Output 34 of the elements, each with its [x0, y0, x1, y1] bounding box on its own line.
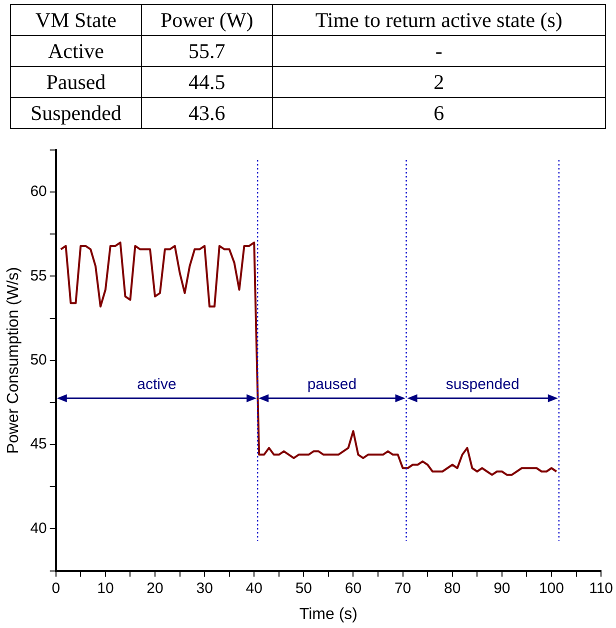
- text: -: [272, 36, 606, 66]
- x-tick-label: 70: [394, 580, 412, 597]
- y-tick-label: 60: [30, 183, 47, 200]
- annotation: paused: [307, 376, 357, 393]
- y-tick-label: 50: [30, 352, 47, 369]
- text: 6: [272, 98, 606, 128]
- y-axis-title: Power Consumption (W/s): [5, 267, 22, 454]
- x-tick-label: 40: [246, 580, 262, 597]
- x-axis-title: Time (s): [299, 606, 358, 623]
- text: Power (W): [141, 4, 272, 36]
- x-tick-label: 30: [196, 580, 213, 597]
- text: 2: [272, 66, 606, 98]
- text: VM State: [10, 4, 142, 36]
- y-tick-label: 40: [30, 520, 47, 537]
- annotation: suspended: [446, 376, 520, 393]
- x-tick-label: 50: [295, 580, 312, 597]
- text: 44.5: [141, 66, 272, 98]
- annotation: active: [137, 376, 176, 393]
- x-tick-label: 90: [494, 580, 510, 597]
- x-tick-label: 0: [52, 580, 60, 597]
- text: Time to return active state (s): [272, 4, 606, 36]
- text: Suspended: [10, 98, 142, 128]
- x-tick-label: 100: [538, 580, 564, 597]
- x-tick-label: 60: [344, 580, 362, 597]
- x-tick-label: 110: [589, 580, 614, 597]
- text: 43.6: [141, 98, 272, 128]
- x-tick-label: 80: [444, 580, 461, 597]
- y-tick-label: 55: [30, 267, 47, 284]
- y-tick-label: 45: [30, 436, 47, 453]
- x-tick-label: 10: [97, 580, 114, 597]
- text: 55.7: [141, 36, 272, 66]
- x-tick-label: 20: [146, 580, 164, 597]
- text: Active: [10, 36, 142, 66]
- text: Paused: [10, 66, 142, 98]
